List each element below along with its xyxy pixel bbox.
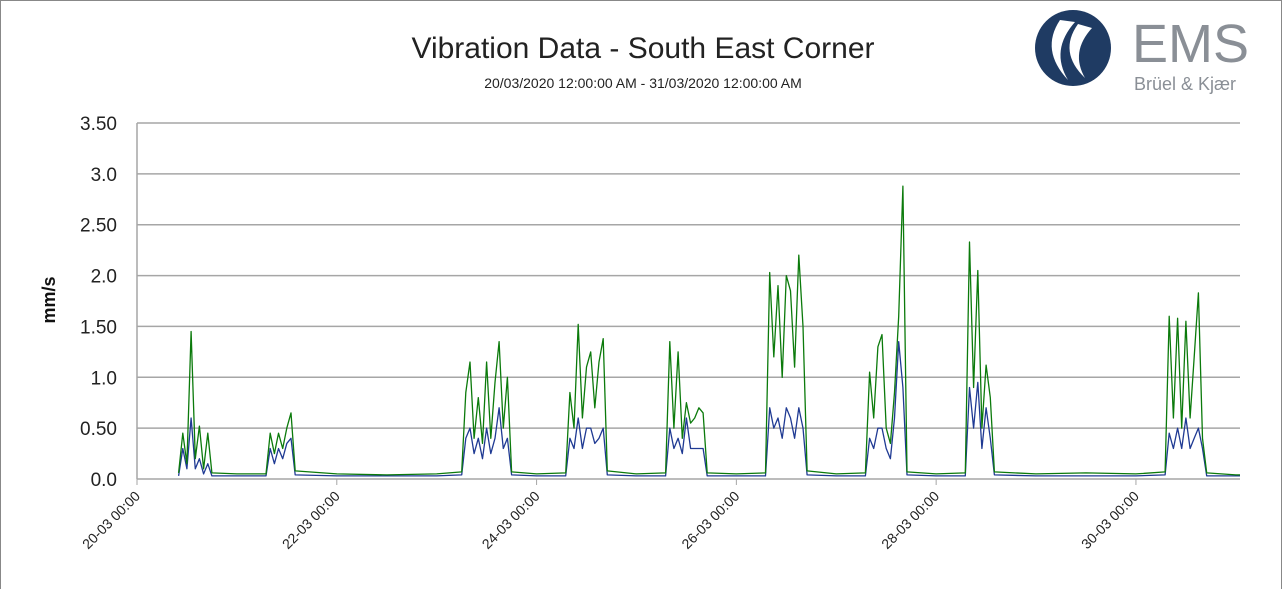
y-tick-label: 3.0 [91,165,117,186]
chart-subtitle: 20/03/2020 12:00:00 AM - 31/03/2020 12:0… [484,75,802,91]
chart-title: Vibration Data - South East Corner [411,32,874,65]
logo-swoosh [1069,24,1092,78]
y-tick-label: 1.0 [91,368,117,389]
y-tick-label: 2.50 [80,216,117,237]
logo: EMS Brüel & Kjær [1035,10,1249,94]
y-tick-label: 2.0 [91,267,117,288]
y-tick-label: 0.50 [80,419,117,440]
logo-name: EMS [1132,14,1249,74]
series-line [177,185,1240,476]
logo-swoosh [1051,20,1075,80]
y-axis-label: mm/s [39,276,59,323]
y-tick-label: 1.50 [80,317,117,338]
y-tick-label: 0.0 [91,470,117,491]
series-line [177,341,1240,477]
y-tick-label: 3.50 [80,114,117,135]
logo-tagline: Brüel & Kjær [1134,74,1236,94]
